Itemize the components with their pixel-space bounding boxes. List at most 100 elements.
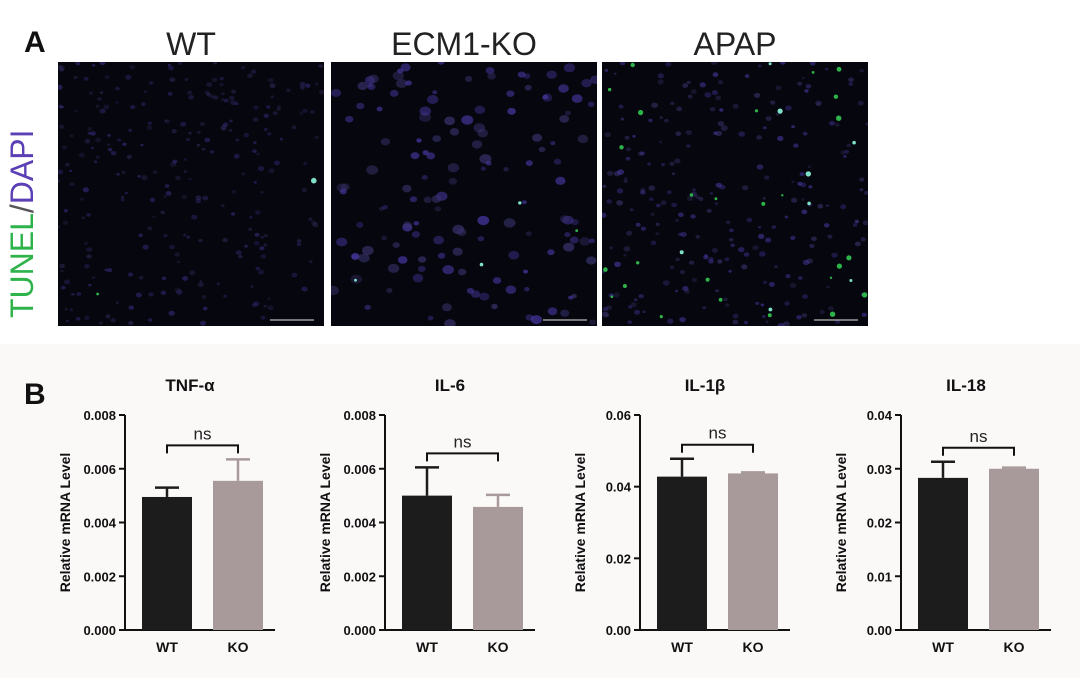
tunel-positive-cell xyxy=(777,108,783,114)
dapi-nucleus xyxy=(223,294,227,298)
dapi-nucleus xyxy=(340,183,350,191)
significance-label: ns xyxy=(709,424,727,443)
dapi-nucleus xyxy=(216,282,220,286)
dapi-nucleus xyxy=(637,151,644,156)
dapi-nucleus xyxy=(675,131,682,136)
dapi-nucleus xyxy=(267,132,272,136)
dapi-nucleus xyxy=(743,252,750,257)
dapi-nucleus xyxy=(762,126,767,130)
dapi-nucleus xyxy=(562,215,574,225)
dapi-nucleus xyxy=(777,135,784,141)
micrograph-wt xyxy=(58,62,324,326)
dapi-nucleus xyxy=(755,301,760,305)
dapi-nucleus xyxy=(90,131,96,136)
tunel-positive-cell xyxy=(603,267,608,272)
y-tick-label: 0.008 xyxy=(83,408,116,423)
dapi-nucleus xyxy=(784,301,790,306)
dapi-nucleus xyxy=(416,138,422,143)
dapi-nucleus xyxy=(87,131,92,135)
micrograph-ecm1-ko xyxy=(331,62,597,326)
dapi-nucleus xyxy=(602,212,607,218)
dapi-nucleus xyxy=(640,226,646,231)
dapi-nucleus xyxy=(386,288,393,293)
dapi-nucleus xyxy=(717,259,723,264)
tunel-positive-cell xyxy=(836,115,842,121)
dapi-nucleus xyxy=(448,177,458,185)
dapi-nucleus xyxy=(299,85,306,90)
dapi-nucleus xyxy=(60,269,64,273)
dapi-nucleus xyxy=(743,320,749,325)
dapi-nucleus xyxy=(437,62,445,65)
significance-label: ns xyxy=(454,432,472,451)
dapi-nucleus xyxy=(427,95,439,104)
dapi-nucleus xyxy=(229,119,233,123)
dapi-nucleus xyxy=(235,138,240,142)
dapi-nucleus xyxy=(619,62,626,66)
dapi-nucleus xyxy=(848,82,853,86)
dapi-nucleus xyxy=(397,256,408,264)
dapi-nucleus xyxy=(367,83,373,88)
dapi-nucleus xyxy=(680,232,687,237)
dapi-nucleus xyxy=(738,131,746,137)
dapi-nucleus xyxy=(115,101,119,104)
dapi-nucleus xyxy=(840,204,847,210)
dapi-nucleus xyxy=(640,190,646,195)
dapi-nucleus xyxy=(532,133,543,142)
dapi-nucleus xyxy=(58,169,64,175)
dapi-nucleus xyxy=(211,77,218,83)
dapi-nucleus xyxy=(163,195,167,199)
tunel-positive-cell xyxy=(836,263,842,269)
dapi-nucleus xyxy=(655,222,660,226)
dapi-nucleus xyxy=(228,128,233,132)
dapi-nucleus xyxy=(128,320,134,326)
dapi-nucleus xyxy=(684,289,690,294)
dapi-nucleus xyxy=(312,222,319,228)
dapi-nucleus xyxy=(277,105,281,108)
dapi-nucleus xyxy=(247,73,253,79)
dapi-nucleus xyxy=(698,196,704,201)
dapi-nucleus xyxy=(709,107,716,112)
dapi-nucleus xyxy=(616,188,624,194)
dapi-nucleus xyxy=(671,172,676,175)
dapi-nucleus xyxy=(62,220,68,225)
dapi-nucleus xyxy=(402,184,412,193)
dapi-nucleus xyxy=(86,247,93,253)
dapi-nucleus xyxy=(728,269,732,273)
dapi-nucleus xyxy=(213,95,219,100)
dapi-nucleus xyxy=(235,250,242,256)
dapi-nucleus xyxy=(125,74,132,80)
dapi-nucleus xyxy=(517,71,526,78)
dapi-nucleus xyxy=(768,282,775,287)
dapi-nucleus xyxy=(655,232,660,236)
dapi-nucleus xyxy=(267,297,271,300)
dapi-nucleus xyxy=(720,125,728,131)
panel-a-letter: A xyxy=(24,26,46,59)
dapi-nucleus xyxy=(309,110,315,114)
dapi-nucleus xyxy=(623,177,628,181)
dapi-nucleus xyxy=(168,310,175,316)
dapi-nucleus xyxy=(804,89,809,93)
dapi-nucleus xyxy=(220,98,225,102)
dapi-nucleus xyxy=(91,146,95,150)
tunel-positive-cell xyxy=(659,315,663,319)
dapi-nucleus xyxy=(84,264,90,269)
dapi-nucleus xyxy=(606,305,612,310)
dapi-nucleus xyxy=(686,80,691,85)
bar-wt xyxy=(402,495,452,630)
tunel-positive-cell xyxy=(575,229,579,233)
dapi-nucleus xyxy=(432,135,441,142)
dapi-nucleus xyxy=(180,121,187,127)
dapi-nucleus xyxy=(784,215,789,219)
dapi-nucleus xyxy=(802,294,808,299)
dapi-nucleus xyxy=(121,170,126,174)
dapi-nucleus xyxy=(570,219,579,226)
dapi-nucleus xyxy=(380,138,391,146)
dapi-nucleus xyxy=(195,195,202,201)
dapi-nucleus xyxy=(464,75,473,82)
dapi-nucleus xyxy=(198,238,203,243)
tunel-positive-cell xyxy=(630,62,635,68)
dapi-nucleus xyxy=(65,162,70,167)
dapi-nucleus xyxy=(311,220,317,225)
dapi-nucleus xyxy=(862,220,868,226)
dapi-nucleus xyxy=(530,315,542,325)
